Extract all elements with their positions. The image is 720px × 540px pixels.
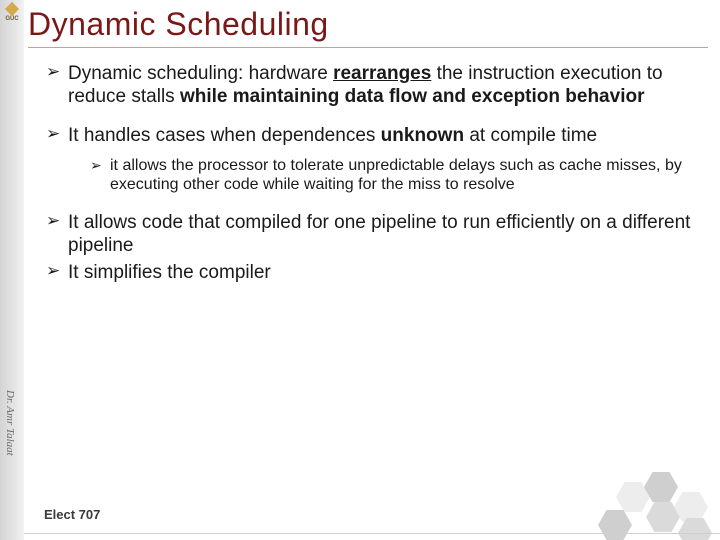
logo-icon — [5, 2, 19, 16]
page-title: Dynamic Scheduling — [28, 6, 708, 43]
text-run: It simplifies the compiler — [68, 262, 271, 283]
text-run: it allows the processor to tolerate unpr… — [110, 157, 682, 194]
sub-bullet-item: it allows the processor to tolerate unpr… — [90, 156, 708, 195]
title-rule — [28, 47, 708, 48]
bullet-item: It allows code that compiled for one pip… — [46, 211, 708, 257]
bullet-item: It handles cases when dependences unknow… — [46, 124, 708, 194]
bottom-rule — [24, 533, 720, 534]
sidebar: GUC Dr. Amr Talaat — [0, 0, 24, 540]
bullet-list: Dynamic scheduling: hardware rearranges … — [28, 62, 708, 284]
text-run: at compile time — [464, 125, 597, 146]
text-run: It allows code that compiled for one pip… — [68, 212, 690, 256]
logo: GUC — [2, 4, 22, 34]
text-run: unknown — [381, 125, 464, 146]
hex-decoration-icon — [590, 470, 720, 540]
bullet-item: It simplifies the compiler — [46, 261, 708, 284]
slide-content: Dynamic Scheduling Dynamic scheduling: h… — [24, 0, 720, 540]
bullet-item: Dynamic scheduling: hardware rearranges … — [46, 62, 708, 108]
author-label: Dr. Amr Talaat — [4, 390, 16, 456]
course-label: Elect 707 — [44, 507, 100, 522]
text-run: Dynamic scheduling: hardware — [68, 63, 333, 84]
text-run: rearranges — [333, 63, 431, 84]
sub-bullet-list: it allows the processor to tolerate unpr… — [68, 156, 708, 195]
logo-text: GUC — [5, 16, 18, 22]
text-run: while maintaining data flow and exceptio… — [180, 86, 645, 107]
text-run: It handles cases when dependences — [68, 125, 381, 146]
